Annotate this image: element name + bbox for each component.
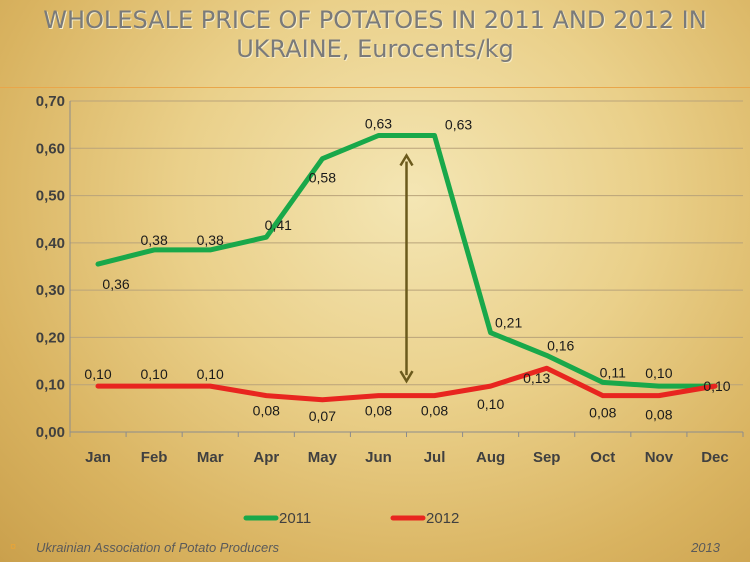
data-label: 0,08 bbox=[365, 403, 392, 419]
data-label: 0,10 bbox=[645, 365, 672, 381]
data-label: 0,36 bbox=[102, 276, 129, 292]
arrow-head-top bbox=[399, 153, 414, 167]
x-tick-label: Oct bbox=[590, 449, 615, 466]
data-label: 0,63 bbox=[445, 117, 472, 133]
data-label: 0,13 bbox=[523, 370, 550, 386]
range-arrow-annotation bbox=[399, 153, 414, 384]
data-label: 0,07 bbox=[309, 408, 336, 424]
data-label: 0,38 bbox=[141, 232, 168, 248]
data-label: 0,08 bbox=[253, 403, 280, 419]
y-tick-label: 0,70 bbox=[36, 93, 65, 110]
data-label: 0,58 bbox=[309, 170, 336, 186]
data-label: 0,10 bbox=[477, 396, 504, 412]
x-axis-tick-labels: Jan Feb Mar Apr May Jun Jul Aug Sep Oct Nov Dec bbox=[85, 449, 729, 466]
data-label: 0,10 bbox=[197, 366, 224, 382]
x-tick-label: Aug bbox=[476, 449, 505, 466]
legend: 2011 2012 bbox=[243, 510, 459, 527]
data-label: 0,11 bbox=[600, 364, 626, 380]
y-tick-label: 0,30 bbox=[36, 282, 65, 299]
y-tick-label: 0,20 bbox=[36, 329, 65, 346]
y-tick-label: 0,10 bbox=[36, 377, 65, 394]
series-line-2011 bbox=[95, 133, 718, 389]
y-tick-label: 0,00 bbox=[36, 424, 65, 441]
data-label: 0,63 bbox=[365, 116, 392, 132]
footer-organization: Ukrainian Association of Potato Producer… bbox=[36, 540, 280, 555]
data-label: 0,08 bbox=[645, 407, 672, 423]
title-line-2: UKRAINE, Eurocents/kg bbox=[236, 35, 514, 63]
arrow-head-bottom bbox=[399, 370, 414, 384]
data-label: 0,10 bbox=[84, 366, 111, 382]
title-divider bbox=[0, 87, 750, 88]
x-tick-label: Mar bbox=[197, 449, 224, 466]
x-tick-label: Jun bbox=[365, 449, 392, 466]
data-label: 0,08 bbox=[421, 403, 448, 419]
x-tick-label: Jul bbox=[424, 449, 446, 466]
footer-year: 2013 bbox=[691, 540, 720, 555]
title-line-1: WHOLESALE PRICE OF POTATOES IN 2011 AND … bbox=[43, 6, 707, 34]
data-label: 0,38 bbox=[197, 232, 224, 248]
series-line-2012 bbox=[95, 365, 718, 403]
x-tick-label: Sep bbox=[533, 449, 561, 466]
x-tick-label: Apr bbox=[253, 449, 279, 466]
data-label: 0,08 bbox=[589, 405, 616, 421]
x-tick-label: Dec bbox=[701, 449, 729, 466]
data-labels: 0,36 0,38 0,38 0,41 0,58 0,63 0,63 0,21 0,16 0,11… bbox=[84, 116, 730, 424]
y-axis-tick-labels: 0,00 0,10 0,20 0,30 0,40 0,50 0,60 0,70 bbox=[36, 93, 65, 441]
footer-bullet-icon: ¤ bbox=[10, 541, 17, 553]
data-label: 0,16 bbox=[547, 337, 574, 353]
data-label: 0,41 bbox=[265, 217, 292, 233]
x-tick-label: May bbox=[308, 449, 338, 466]
y-tick-label: 0,40 bbox=[36, 235, 65, 252]
series-lines bbox=[95, 133, 718, 403]
y-tick-label: 0,50 bbox=[36, 188, 65, 205]
footer: ¤ Ukrainian Association of Potato Produc… bbox=[0, 536, 750, 562]
x-tick-label: Jan bbox=[85, 449, 111, 466]
x-tick-label: Nov bbox=[645, 449, 674, 466]
data-label: 0,10 bbox=[703, 378, 730, 394]
legend-label-2011: 2011 bbox=[279, 510, 311, 527]
page-title: WHOLESALE PRICE OF POTATOES IN 2011 AND … bbox=[0, 6, 750, 64]
x-tick-label: Feb bbox=[141, 449, 168, 466]
axes bbox=[69, 101, 744, 437]
data-label: 0,21 bbox=[495, 315, 522, 331]
data-label: 0,10 bbox=[141, 366, 168, 382]
y-tick-label: 0,60 bbox=[36, 140, 65, 157]
legend-label-2012: 2012 bbox=[426, 510, 459, 527]
